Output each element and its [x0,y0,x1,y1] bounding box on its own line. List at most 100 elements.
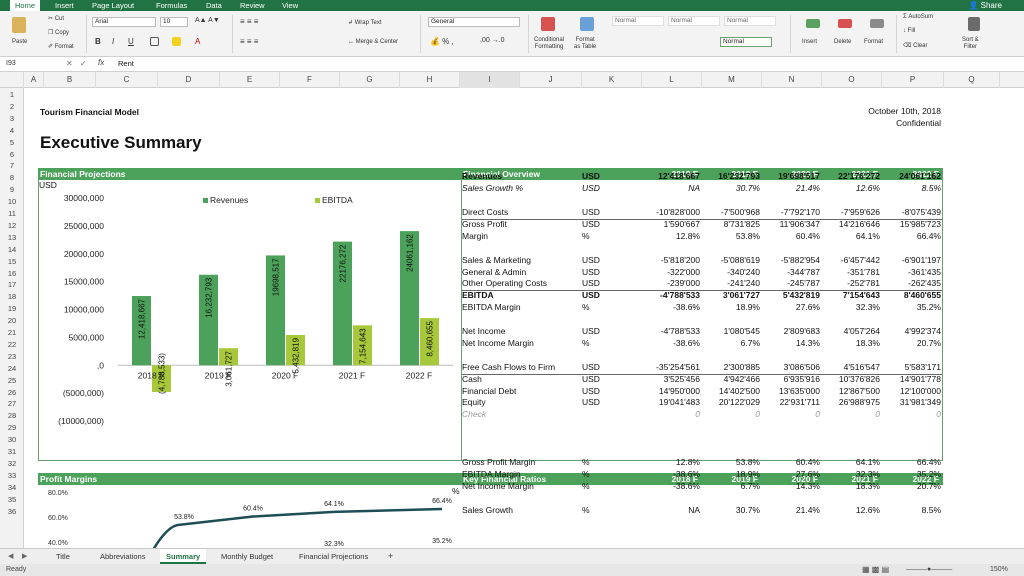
overview-cell[interactable]: 22'931'711 [779,397,820,408]
overview-cell[interactable]: 6.7% [740,337,760,348]
overview-cell[interactable]: 7'154'643 [842,290,880,301]
overview-cell[interactable]: -5'882'954 [780,254,820,265]
format-table-button[interactable]: Format as Table [574,37,597,50]
overview-cell[interactable]: 16'232'793 [718,171,760,182]
overview-cell[interactable]: 12.8% [675,230,700,241]
scroll-left-icon[interactable]: ◀ [8,553,14,560]
overview-cell[interactable]: -322'000 [667,266,700,277]
overview-cell[interactable]: 4'942'466 [723,373,760,384]
overview-cell[interactable]: 14'901'778 [899,373,941,384]
overview-cell[interactable]: -6'457'442 [840,254,880,265]
overview-cell[interactable]: 0 [755,409,760,420]
sort-filter-icon[interactable] [968,17,980,31]
row-header[interactable]: 15 [7,256,17,266]
row-header[interactable]: 21 [7,328,17,337]
row-header[interactable]: 36 [7,506,17,516]
overview-cell[interactable]: 8'731'825 [723,218,760,229]
row-header[interactable]: 12 [7,220,17,230]
delete-cells-button[interactable]: Delete [834,39,852,45]
sheet-tab-abbreviations[interactable]: Abbreviations [100,552,146,561]
italic-button[interactable]: I [112,37,115,46]
ratio-cell[interactable]: 6.7% [740,480,760,491]
overview-cell[interactable]: 3'086'506 [783,361,820,372]
select-all-corner[interactable] [0,72,24,88]
overview-cell[interactable]: -245'787 [787,278,820,289]
row-header[interactable]: 13 [7,232,17,242]
ratio-cell[interactable]: 27.6% [795,468,820,479]
overview-cell[interactable]: 64.1% [855,230,880,241]
overview-cell[interactable]: -361'435 [908,266,941,277]
overview-cell[interactable]: -35'254'561 [656,361,700,372]
row-header[interactable]: 30 [7,435,17,445]
column-header[interactable]: C [96,72,158,88]
row-header[interactable]: 18 [7,292,17,302]
column-header[interactable]: O [822,72,882,88]
overview-cell[interactable]: 6'935'916 [783,373,820,384]
overview-cell[interactable]: -340'240 [727,266,760,277]
merge-center-button[interactable]: ↔ Merge & Center [348,39,399,45]
overview-cell[interactable]: -351'781 [847,266,880,277]
overview-cell[interactable]: 8.5% [921,183,941,194]
row-header[interactable]: 24 [7,363,17,373]
formula-input[interactable]: Rent [118,59,134,68]
cell-style-normal[interactable]: Normal [720,37,772,47]
overview-cell[interactable]: 2'300'885 [723,361,760,372]
column-header[interactable]: J [520,72,582,88]
overview-cell[interactable]: 4'057'264 [843,326,880,336]
overview-cell[interactable]: -5'088'619 [720,254,760,265]
function-icon[interactable]: fx [98,58,105,67]
overview-cell[interactable]: -6'901'197 [901,254,941,265]
overview-cell[interactable]: 30.7% [735,183,760,194]
row-header[interactable]: 6 [9,149,15,159]
align-top-icon[interactable]: ≡ ≡ ≡ [240,17,259,26]
overview-cell[interactable]: 12'418'667 [658,171,700,182]
overview-cell[interactable]: 19'698'517 [778,171,820,182]
overview-cell[interactable]: 5'583'171 [904,361,941,372]
overview-cell[interactable]: -7'792'170 [780,207,820,217]
cell-style-3[interactable]: Normal [724,16,776,26]
overview-cell[interactable]: -252'781 [847,278,880,289]
tab-insert[interactable]: Insert [55,1,74,10]
row-header[interactable]: 20 [7,316,17,326]
overview-cell[interactable]: 32.3% [855,302,880,313]
column-header[interactable]: G [340,72,400,88]
scroll-right-icon[interactable]: ▶ [22,553,28,560]
row-header[interactable]: 28 [7,411,17,421]
overview-cell[interactable]: 66.4% [916,230,941,241]
column-header[interactable]: H [400,72,460,88]
sheet-tab-financial-projections[interactable]: Financial Projections [299,552,369,561]
font-size-select[interactable]: 10 [160,17,188,27]
overview-cell[interactable]: NA [688,183,700,194]
overview-cell[interactable]: 0 [695,409,700,420]
view-mode-icons[interactable]: ▦ ▩ ▤ [862,565,890,574]
confirm-icon[interactable]: ✓ [80,59,87,68]
overview-cell[interactable]: 15'985'723 [899,218,941,229]
align-left-icon[interactable]: ≡ ≡ ≡ [240,37,259,46]
overview-cell[interactable]: 18.9% [735,302,760,313]
row-header[interactable]: 3 [9,113,15,123]
overview-cell[interactable]: 12.6% [855,183,880,194]
overview-cell[interactable]: -5'818'200 [660,254,700,265]
overview-cell[interactable]: 0 [815,409,820,420]
clear-button[interactable]: ⌫ Clear [903,43,928,49]
row-header[interactable]: 35 [7,494,17,504]
row-header[interactable]: 23 [7,351,17,361]
column-header[interactable]: P [882,72,944,88]
sheet-tab-title[interactable]: Title [56,552,70,561]
name-box[interactable]: I93 [6,60,16,67]
overview-cell[interactable]: 21.4% [795,183,820,194]
borders-icon[interactable] [150,37,159,46]
decimals-button[interactable]: .00 →.0 [480,37,505,44]
tab-review[interactable]: Review [240,1,265,10]
overview-cell[interactable]: 3'061'727 [722,290,760,301]
overview-cell[interactable]: -7'500'968 [720,207,760,217]
paste-button[interactable]: Paste [12,39,28,45]
overview-cell[interactable]: -239'000 [667,278,700,289]
worksheet[interactable]: Tourism Financial Model October 10th, 20… [24,88,1024,548]
conditional-formatting-icon[interactable] [541,17,555,31]
ratio-cell[interactable]: 18.3% [855,480,880,491]
column-header[interactable]: L [642,72,702,88]
overview-cell[interactable]: 4'992'374 [904,326,941,336]
overview-cell[interactable]: 0 [875,409,880,420]
overview-cell[interactable]: 31'981'349 [899,397,941,408]
